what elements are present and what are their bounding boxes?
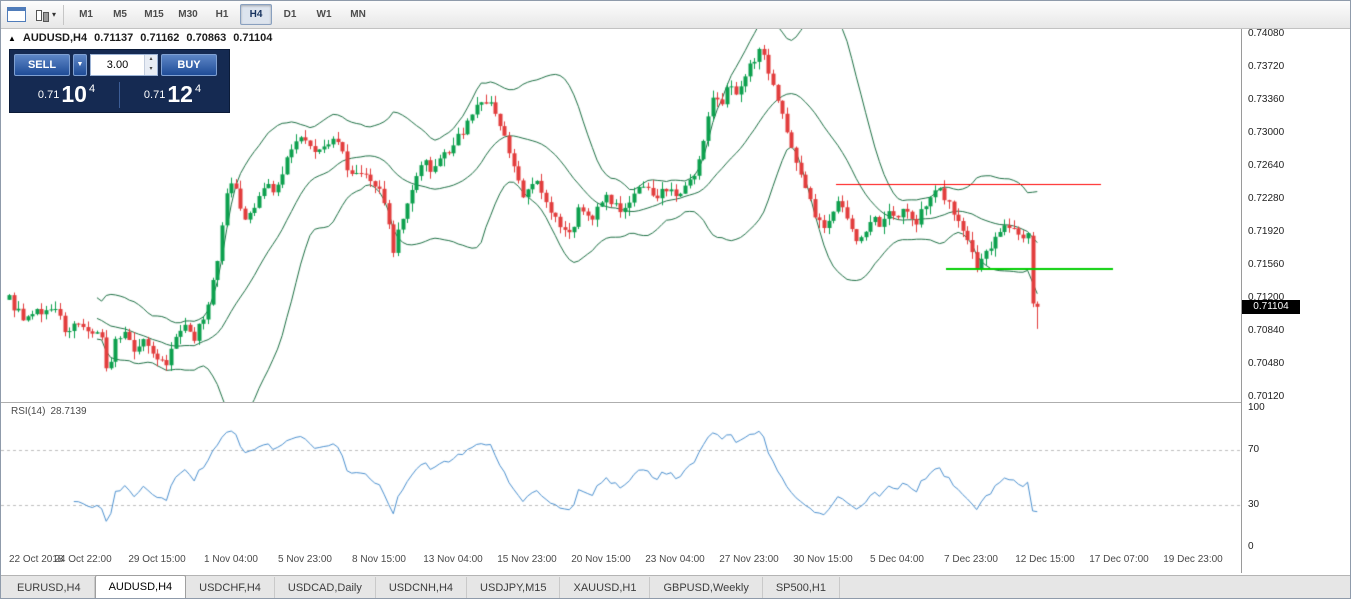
- current-price-tag: 0.71104: [1242, 299, 1300, 314]
- timeframe-button-m15[interactable]: M15: [144, 9, 164, 20]
- chart-tab-usdchf-h4[interactable]: USDCHF,H4: [186, 577, 275, 598]
- price-axis-label: 0.70120: [1248, 391, 1285, 402]
- candlestick-chart-type-icon[interactable]: [34, 7, 50, 23]
- chart-tab-usdcad-daily[interactable]: USDCAD,Daily: [275, 577, 376, 598]
- timeframe-button-m1[interactable]: M1: [79, 9, 93, 20]
- timeframe-button-mn[interactable]: MN: [350, 9, 366, 20]
- lot-size-input[interactable]: [91, 55, 144, 75]
- lot-increase-button[interactable]: ▴: [145, 55, 157, 65]
- top-toolbar: ▾ M1 M5 M15 M30 H1 H4 D1 W1 MN: [1, 1, 1350, 29]
- rsi-indicator-value: 28.7139: [50, 406, 87, 417]
- time-axis-label: 30 Nov 15:00: [793, 554, 853, 565]
- time-axis-label: 13 Nov 04:00: [423, 554, 483, 565]
- rsi-axis-label: 100: [1248, 402, 1265, 413]
- symbol-ohlc-header: ▲ AUDUSD,H4 0.71137 0.71162 0.70863 0.71…: [8, 32, 272, 44]
- price-axis-label: 0.71920: [1248, 226, 1285, 237]
- chart-tab-usdjpy-m15[interactable]: USDJPY,M15: [467, 577, 561, 598]
- buy-price-point: 4: [194, 83, 202, 95]
- rsi-axis-label: 70: [1248, 443, 1260, 455]
- ohlc-close: 0.71104: [233, 32, 273, 44]
- time-axis-label: 19 Dec 23:00: [1163, 554, 1223, 565]
- price-axis-label: 0.73000: [1248, 127, 1285, 138]
- price-axis-label: 0.74080: [1248, 28, 1285, 39]
- price-axis-label: 0.73360: [1248, 94, 1285, 105]
- sell-price-prefix: 0.71: [37, 89, 60, 101]
- ohlc-high: 0.71162: [140, 32, 180, 44]
- timeframe-button-d1[interactable]: D1: [283, 9, 297, 20]
- ohlc-low: 0.70863: [186, 32, 227, 44]
- time-axis-label: 22 Oct 2018: [9, 554, 64, 565]
- sell-price-pips: 10: [61, 81, 87, 107]
- timeframe-button-w1[interactable]: W1: [316, 9, 332, 20]
- timeframe-button-m30[interactable]: M30: [178, 9, 198, 20]
- buy-button[interactable]: BUY: [161, 54, 217, 76]
- ohlc-open: 0.71137: [94, 32, 134, 44]
- price-axis-label: 0.72280: [1248, 193, 1285, 204]
- rsi-indicator-header: RSI(14) 28.7139: [11, 406, 87, 417]
- price-axis-label: 0.72640: [1248, 160, 1285, 171]
- chart-tabs-bar: EURUSD,H4 AUDUSD,H4 USDCHF,H4 USDCAD,Daily U…: [1, 575, 1350, 598]
- sell-price-point: 4: [88, 83, 96, 95]
- time-axis-label: 8 Nov 15:00: [352, 554, 406, 565]
- toolbar-separator: [63, 4, 65, 25]
- chart-tab-usdcnh-h4[interactable]: USDCNH,H4: [376, 577, 468, 598]
- price-axis-label: 0.73720: [1248, 61, 1285, 72]
- one-click-collapse-icon[interactable]: ▲: [8, 33, 16, 43]
- time-axis-label: 27 Nov 23:00: [719, 554, 779, 565]
- lot-decrease-button[interactable]: ▾: [145, 65, 157, 75]
- rsi-chart-canvas[interactable]: [1, 403, 1241, 549]
- lot-dropdown-button[interactable]: ▼: [73, 54, 87, 76]
- chart-tab-audusd-h4[interactable]: AUDUSD,H4: [94, 575, 187, 598]
- chart-window-icon[interactable]: [7, 7, 26, 22]
- buy-price: 0.71 12 4: [120, 83, 225, 107]
- symbol-label: AUDUSD,H4: [22, 32, 88, 44]
- timeframe-button-h1[interactable]: H1: [215, 9, 229, 20]
- timeframe-button-m5[interactable]: M5: [113, 9, 127, 20]
- time-axis-label: 23 Nov 04:00: [645, 554, 705, 565]
- chart-type-dropdown-caret[interactable]: ▾: [52, 10, 57, 19]
- price-axis-label: 0.71200: [1248, 292, 1285, 303]
- time-axis-label: 7 Dec 23:00: [944, 554, 998, 565]
- rsi-axis-label: 30: [1248, 499, 1260, 511]
- lot-size-field: ▴ ▾: [90, 54, 158, 76]
- time-axis-label: 15 Nov 23:00: [497, 554, 557, 565]
- buy-price-prefix: 0.71: [143, 89, 166, 101]
- time-axis-label: 20 Nov 15:00: [571, 554, 631, 565]
- chart-tab-xauusd-h1[interactable]: XAUUSD,H1: [560, 577, 651, 598]
- time-axis-label: 1 Nov 04:00: [204, 554, 258, 565]
- time-axis: 22 Oct 2018 24 Oct 22:00 29 Oct 15:00 1 Nov…: [1, 549, 1241, 573]
- time-axis-label: 5 Nov 23:00: [278, 554, 332, 565]
- price-axis-label: 0.71560: [1248, 259, 1285, 270]
- time-axis-label: 12 Dec 15:00: [1015, 554, 1075, 565]
- chart-tab-sp500-h1[interactable]: SP500,H1: [763, 577, 840, 598]
- sell-button[interactable]: SELL: [14, 54, 70, 76]
- chart-tab-gbpusd-weekly[interactable]: GBPUSD,Weekly: [650, 577, 763, 598]
- price-axis-label: 0.70480: [1248, 358, 1285, 369]
- time-axis-label: 29 Oct 15:00: [128, 554, 186, 565]
- rsi-indicator-name: RSI(14): [11, 406, 46, 417]
- rsi-axis-label: 0: [1248, 541, 1254, 552]
- sell-price: 0.71 10 4: [14, 83, 119, 107]
- time-axis-label: 24 Oct 22:00: [54, 554, 112, 565]
- time-axis-label: 17 Dec 07:00: [1089, 554, 1149, 565]
- pane-separator[interactable]: [1, 402, 1241, 403]
- one-click-trade-panel: SELL ▼ ▴ ▾ BUY 0.71 10 4 0.71 12 4: [9, 49, 230, 113]
- time-axis-label: 5 Dec 04:00: [870, 554, 924, 565]
- timeframe-button-h4[interactable]: H4: [240, 4, 273, 25]
- chart-tab-eurusd-h4[interactable]: EURUSD,H4: [4, 577, 95, 598]
- buy-price-pips: 12: [167, 81, 193, 107]
- timeframe-toolbar: M1 M5 M15 M30 H1 H4 D1 W1 MN: [70, 4, 374, 25]
- trade-panel-divider: [119, 82, 120, 108]
- price-axis-label: 0.70840: [1248, 325, 1285, 336]
